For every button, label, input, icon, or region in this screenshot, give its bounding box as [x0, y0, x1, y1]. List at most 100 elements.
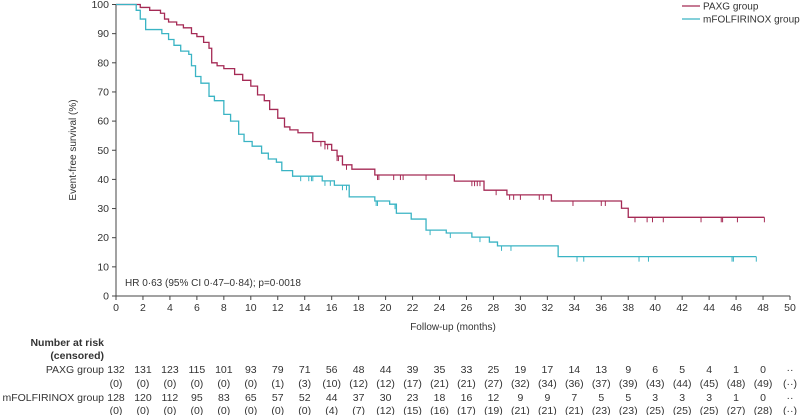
risk-at-risk-value: 13 [595, 364, 607, 376]
risk-censored-value: (0) [271, 405, 284, 415]
risk-at-risk-value: 5 [625, 392, 631, 404]
risk-censored-value: (0) [137, 405, 150, 415]
risk-at-risk-value: 6 [652, 364, 658, 376]
risk-at-risk-value: 37 [353, 392, 365, 404]
risk-at-risk-value: 18 [434, 392, 446, 404]
risk-at-risk-value: ·· [787, 364, 794, 376]
risk-censored-value: (45) [700, 378, 719, 390]
legend-label-paxg: PAXG group [703, 2, 759, 13]
risk-at-risk-value: 14 [568, 364, 580, 376]
risk-censored-value: (27) [727, 405, 746, 415]
risk-at-risk-value: 7 [571, 392, 577, 404]
risk-at-risk-value: 65 [245, 392, 257, 404]
risk-at-risk-value: 5 [679, 364, 685, 376]
risk-censored-value: (44) [673, 378, 692, 390]
risk-at-risk-value: 33 [461, 364, 473, 376]
risk-at-risk-value: 115 [189, 364, 206, 376]
survival-curves [116, 3, 765, 262]
risk-censored-value: (12) [376, 378, 395, 390]
risk-row-label-paxg: PAXG group [46, 364, 104, 376]
risk-censored-value: (23) [592, 405, 611, 415]
x-tick-label: 6 [194, 302, 200, 314]
risk-at-risk-value: 0 [760, 392, 766, 404]
risk-at-risk-value: 3 [652, 392, 658, 404]
risk-at-risk-value: 132 [107, 364, 125, 376]
risk-at-risk-value: 9 [517, 392, 523, 404]
risk-at-risk-value: 16 [461, 392, 473, 404]
risk-censored-value: (7) [352, 405, 365, 415]
x-tick-label: 38 [622, 302, 634, 314]
risk-censored-value: (39) [619, 378, 638, 390]
risk-at-risk-value: 30 [380, 392, 392, 404]
risk-at-risk-value: 112 [162, 392, 179, 404]
risk-censored-value: (0) [244, 378, 257, 390]
axes: 0 2 4 6 8 10 12 14 16 18 20 22 24 26 28 30 32 34 36 38 40 42 4… [91, 0, 796, 314]
risk-at-risk-value: 19 [515, 364, 527, 376]
series-mfolfirinox [116, 3, 757, 262]
y-tick-label: 70 [97, 86, 109, 98]
risk-censored-value: (12) [376, 405, 395, 415]
risk-censored-value: (0) [244, 405, 257, 415]
risk-censored-value: (32) [511, 378, 530, 390]
y-tick-label: 60 [97, 116, 109, 128]
risk-at-risk-value: 39 [407, 364, 419, 376]
risk-table-subtitle: (censored) [50, 350, 104, 362]
x-tick-label: 20 [380, 302, 392, 314]
y-axis-label: Event-free survival (%) [68, 99, 79, 200]
risk-censored-value: (21) [457, 378, 476, 390]
risk-censored-value: (27) [484, 378, 503, 390]
risk-table-title: Number at risk [30, 337, 104, 349]
risk-at-risk-value: 9 [544, 392, 550, 404]
risk-at-risk-value: 35 [434, 364, 446, 376]
risk-censored-value: (37) [592, 378, 611, 390]
x-tick-label: 12 [272, 302, 284, 314]
x-tick-label: 0 [113, 302, 119, 314]
risk-censored-value: (0) [190, 405, 203, 415]
survival-curve [116, 3, 765, 218]
risk-at-risk-value: ·· [787, 392, 794, 404]
x-axis-label: Follow-up (months) [410, 322, 496, 333]
x-tick-label: 44 [703, 302, 715, 314]
risk-censored-value: (0) [163, 378, 176, 390]
risk-censored-value: (21) [538, 405, 557, 415]
risk-censored-value: (0) [110, 378, 123, 390]
x-tick-label: 32 [542, 302, 554, 314]
y-tick-label: 90 [97, 28, 109, 40]
risk-censored-value: (34) [538, 378, 557, 390]
risk-censored-value: (25) [700, 405, 719, 415]
risk-at-risk-value: 44 [326, 392, 338, 404]
risk-censored-value: (21) [430, 378, 449, 390]
risk-at-risk-value: 12 [488, 392, 500, 404]
risk-at-risk-value: 95 [191, 392, 203, 404]
risk-censored-value: (0) [137, 378, 150, 390]
risk-censored-value: (4) [325, 405, 338, 415]
risk-censored-value: (0) [110, 405, 123, 415]
risk-censored-value: (16) [430, 405, 449, 415]
risk-at-risk-value: 56 [326, 364, 338, 376]
y-tick-label: 0 [103, 291, 109, 303]
risk-censored-value: (25) [646, 405, 665, 415]
risk-at-risk-value: 71 [299, 364, 311, 376]
risk-at-risk-value: 120 [134, 392, 152, 404]
x-tick-label: 28 [488, 302, 500, 314]
risk-at-risk-value: 57 [272, 392, 284, 404]
x-tick-label: 16 [326, 302, 338, 314]
y-tick-label: 40 [97, 174, 109, 186]
x-tick-label: 2 [140, 302, 146, 314]
risk-at-risk-value: 79 [272, 364, 284, 376]
risk-row-label-mfolfirinox: mFOLFIRINOX group [2, 392, 104, 404]
risk-censored-value: (0) [190, 378, 203, 390]
risk-censored-value: (1) [271, 378, 284, 390]
risk-at-risk-value: 0 [760, 364, 766, 376]
risk-at-risk-value: 23 [407, 392, 419, 404]
x-tick-label: 26 [461, 302, 473, 314]
risk-censored-value: (36) [565, 378, 584, 390]
y-tick-label: 50 [97, 145, 109, 157]
x-tick-label: 42 [676, 302, 688, 314]
x-tick-label: 14 [299, 302, 311, 314]
risk-censored-value: (0) [298, 405, 311, 415]
risk-at-risk-value: 3 [706, 392, 712, 404]
risk-at-risk-value: 9 [625, 364, 631, 376]
x-tick-label: 10 [245, 302, 257, 314]
